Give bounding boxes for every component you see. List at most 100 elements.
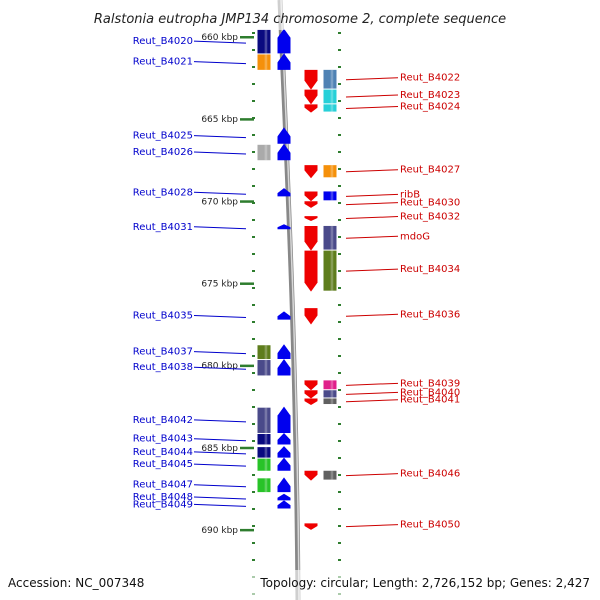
guide-dot bbox=[338, 253, 341, 255]
gene-leader-right bbox=[345, 473, 399, 477]
guide-dot bbox=[338, 457, 341, 459]
gene-leader-right bbox=[345, 313, 399, 317]
guide-dot bbox=[338, 304, 341, 306]
gene-box-right bbox=[323, 165, 337, 178]
gene-arrow-left bbox=[277, 28, 291, 54]
guide-dot bbox=[252, 525, 255, 527]
gene-label-left: Reut_B4042 bbox=[133, 415, 193, 426]
gene-label-right: Reut_B4039 bbox=[400, 378, 460, 389]
gene-arrow-right bbox=[304, 250, 318, 292]
gene-leader-left bbox=[193, 314, 247, 318]
guide-dot bbox=[252, 338, 255, 340]
gene-label-left: Reut_B4020 bbox=[133, 36, 193, 47]
gene-label-left: Reut_B4043 bbox=[133, 434, 193, 445]
gene-arrow-right bbox=[304, 398, 318, 406]
gene-arrow-left bbox=[277, 446, 291, 458]
kbp-tick-mark bbox=[240, 446, 254, 450]
gene-arrow-left bbox=[277, 432, 291, 445]
guide-dot bbox=[252, 270, 255, 272]
guide-dot bbox=[252, 253, 255, 255]
gene-label-right: Reut_B4023 bbox=[400, 90, 460, 101]
guide-dot bbox=[338, 508, 341, 510]
guide-dot bbox=[252, 32, 255, 34]
guide-dot bbox=[252, 355, 255, 357]
gene-box-left bbox=[257, 458, 271, 471]
chromosome-axis bbox=[277, 0, 301, 600]
gene-box-left bbox=[257, 345, 271, 360]
gene-arrow-right bbox=[304, 104, 318, 113]
gene-arrow-left bbox=[277, 224, 291, 230]
gene-arrow-right bbox=[304, 69, 318, 90]
gene-leader-left bbox=[193, 438, 247, 442]
gene-box-left bbox=[257, 447, 271, 458]
guide-dot bbox=[338, 372, 341, 374]
guide-dot bbox=[338, 236, 341, 238]
gene-arrow-right bbox=[304, 390, 318, 399]
kbp-tick-label: 665 kbp bbox=[201, 115, 238, 125]
feature-highlight bbox=[330, 390, 334, 398]
gene-arrow-left bbox=[277, 457, 291, 471]
feature-highlight bbox=[264, 458, 268, 471]
gene-label-right: Reut_B4022 bbox=[400, 73, 460, 84]
gene-label-right: Reut_B4046 bbox=[400, 469, 460, 480]
feature-highlight bbox=[330, 225, 334, 250]
gene-leader-right bbox=[345, 382, 399, 386]
right-features bbox=[304, 69, 337, 530]
guide-dot bbox=[338, 185, 341, 187]
gene-box-left bbox=[257, 433, 271, 445]
feature-highlight bbox=[330, 165, 334, 178]
kbp-tick-mark bbox=[240, 36, 254, 39]
feature-highlight bbox=[264, 478, 268, 493]
gene-arrow-right bbox=[304, 191, 318, 202]
gene-box-left bbox=[257, 407, 271, 433]
gene-box-right bbox=[323, 104, 337, 112]
gene-label-right: Reut_B4050 bbox=[400, 520, 460, 531]
gene-label-right: Reut_B4027 bbox=[400, 165, 460, 176]
gene-leader-left bbox=[193, 463, 247, 467]
guide-dot bbox=[338, 83, 341, 85]
gene-leader-right bbox=[345, 105, 399, 109]
gene-arrow-right bbox=[304, 165, 318, 179]
gene-leader-left bbox=[193, 451, 247, 455]
guide-dot bbox=[252, 304, 255, 306]
gene-arrow-left bbox=[277, 359, 291, 376]
guide-dot bbox=[252, 542, 255, 544]
gene-leader-right bbox=[345, 169, 399, 173]
guide-dot bbox=[338, 219, 341, 221]
feature-highlight bbox=[264, 345, 268, 360]
gene-box-right bbox=[323, 225, 337, 250]
guide-dot bbox=[338, 406, 341, 408]
feature-highlight bbox=[330, 398, 334, 405]
kbp-tick-label: 690 kbp bbox=[201, 526, 238, 536]
gene-label-right: Reut_B4041 bbox=[400, 395, 460, 406]
gene-label-right: mdoG bbox=[400, 231, 430, 242]
left-features bbox=[257, 28, 291, 509]
gene-label-left: Reut_B4026 bbox=[133, 147, 193, 158]
gene-arrow-left bbox=[277, 53, 291, 70]
guide-dot bbox=[338, 168, 341, 170]
gene-leader-left bbox=[193, 503, 247, 507]
accession-text: Accession: NC_007348 bbox=[8, 576, 144, 590]
guide-dot bbox=[338, 270, 341, 272]
guide-dot bbox=[338, 355, 341, 357]
guide-dot bbox=[252, 474, 255, 476]
gene-arrow-right bbox=[304, 523, 318, 530]
gene-label-left: Reut_B4025 bbox=[133, 131, 193, 142]
gene-leader-right bbox=[345, 268, 399, 272]
gene-arrow-left bbox=[277, 188, 291, 197]
gene-leader-right bbox=[345, 524, 399, 528]
guide-dot bbox=[252, 185, 255, 187]
guide-dot bbox=[338, 440, 341, 442]
topology-text: Topology: circular; Length: 2,726,152 bp… bbox=[259, 576, 590, 590]
guide-dot bbox=[252, 66, 255, 68]
gene-label-left: Reut_B4031 bbox=[133, 222, 193, 233]
guide-dot bbox=[338, 66, 341, 68]
guide-dot bbox=[338, 151, 341, 153]
gene-leader-left bbox=[193, 419, 247, 423]
guide-dot bbox=[338, 525, 341, 527]
gene-leader-right bbox=[345, 202, 399, 206]
gene-label-left: Reut_B4035 bbox=[133, 310, 193, 321]
guide-dot bbox=[252, 321, 255, 323]
feature-highlight bbox=[264, 29, 268, 54]
